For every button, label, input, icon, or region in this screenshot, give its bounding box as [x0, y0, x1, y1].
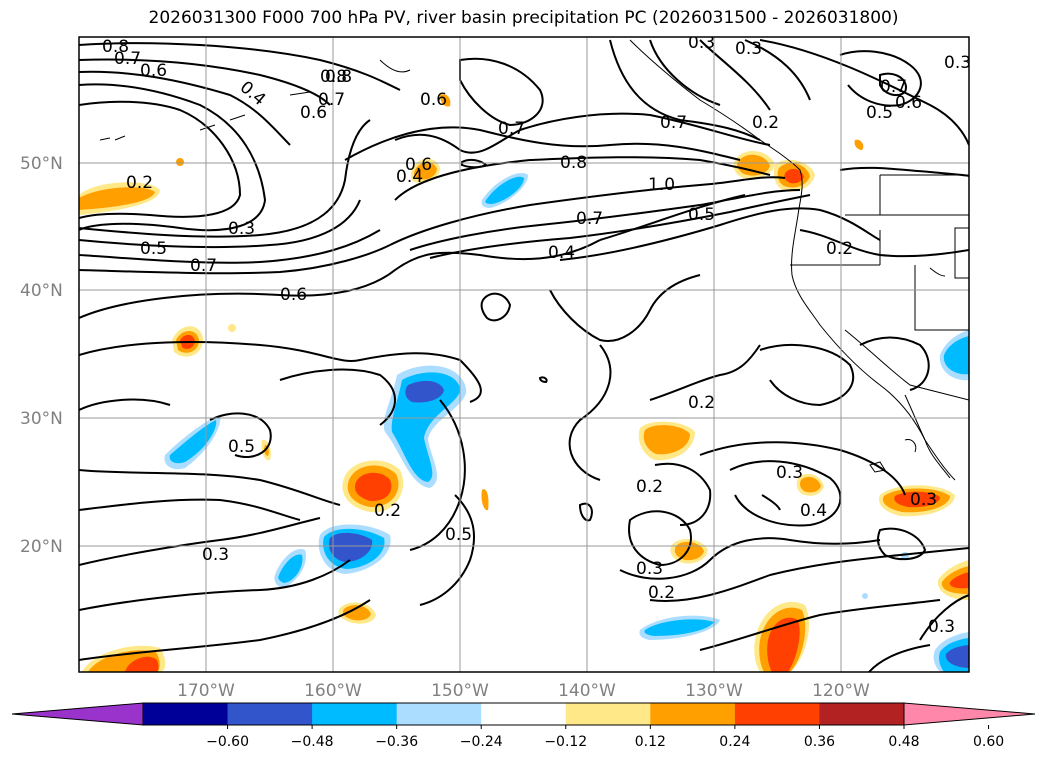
contour-label: 0.2 — [126, 173, 153, 193]
latitude-labels: 50°N 40°N 30°N 20°N — [20, 154, 63, 557]
lat-label: 50°N — [20, 154, 63, 174]
contour-label: 0.2 — [826, 239, 853, 259]
colorbar-tick-label: −0.36 — [375, 734, 418, 750]
contour-label: 0.8 — [325, 67, 352, 87]
contour-label: 0.7 — [318, 90, 345, 110]
contour-label: 0.3 — [202, 545, 229, 565]
longitude-labels: 170°W 160°W 150°W 140°W 130°W 120°W — [177, 681, 870, 701]
lon-label: 170°W — [177, 681, 235, 701]
colorbar-tick-label: −0.24 — [460, 734, 503, 750]
lon-label: 140°W — [558, 681, 616, 701]
lon-label: 130°W — [685, 681, 743, 701]
contour-label: 0.2 — [752, 113, 779, 133]
contour-label: 0.3 — [944, 53, 971, 73]
contour-label: 0.6 — [140, 61, 167, 81]
colorbar-swatch — [734, 703, 820, 725]
precip-shading — [79, 94, 969, 672]
colorbar-swatch — [565, 703, 651, 725]
contour-label: 0.5 — [688, 205, 715, 225]
gridlines — [79, 37, 969, 672]
colorbar-tick-label: −0.12 — [544, 734, 587, 750]
lat-label: 40°N — [20, 281, 63, 301]
colorbar-extend-low — [11, 702, 144, 726]
contour-label: 0.3 — [688, 33, 715, 53]
contour-label: 0.6 — [280, 285, 307, 305]
contour-label: 0.6 — [300, 103, 327, 123]
contour-label: 0.7 — [880, 77, 907, 97]
contour-label: 0.3 — [636, 559, 663, 579]
colorbar-tick-label: −0.48 — [291, 734, 334, 750]
pv-contours — [79, 39, 969, 672]
contour-label: 0.3 — [928, 617, 955, 637]
colorbar-tick-label: −0.60 — [206, 734, 249, 750]
contour-label: 0.7 — [576, 209, 603, 229]
colorbar-swatch — [143, 703, 229, 725]
contour-label: 0.3 — [910, 490, 937, 510]
colorbar-tick-label: 0.48 — [888, 734, 919, 750]
contour-label: 0.3 — [735, 39, 762, 59]
contour-label: 0.8 — [320, 67, 347, 87]
contour-label: 0.7 — [114, 49, 141, 69]
lon-label: 150°W — [431, 681, 489, 701]
colorbar-swatch — [819, 703, 905, 725]
colorbar-tick-label: 0.24 — [719, 734, 750, 750]
contour-label: 0.5 — [445, 525, 472, 545]
colorbar-tick-label: 0.36 — [804, 734, 835, 750]
contour-label: 0.3 — [228, 219, 255, 239]
lon-label: 120°W — [812, 681, 870, 701]
contour-label: 0.8 — [102, 37, 129, 57]
contour-label: 0.4 — [396, 167, 423, 187]
contour-label: 0.2 — [688, 393, 715, 413]
colorbar-swatch — [650, 703, 736, 725]
contour-label: 1.0 — [648, 175, 675, 195]
contour-label: 0.2 — [648, 583, 675, 603]
contour-label: 0.8 — [560, 153, 587, 173]
colorbar-tick-label: 0.12 — [635, 734, 666, 750]
contour-label: 0.6 — [895, 93, 922, 113]
contour-label: 0.2 — [636, 477, 663, 497]
contour-label: 0.3 — [776, 463, 803, 483]
map-title: 2026031300 F000 700 hPa PV, river basin … — [148, 8, 899, 28]
coastlines — [99, 39, 969, 481]
contour-label: 0.5 — [228, 437, 255, 457]
map-frame — [78, 36, 970, 673]
colorbar-tick-label: 0.60 — [973, 734, 1004, 750]
contour-label: 0.7 — [660, 113, 687, 133]
lat-label: 30°N — [20, 409, 63, 429]
colorbar-swatch — [312, 703, 398, 725]
contour-label: 0.4 — [548, 243, 575, 263]
contour-label: 0.6 — [420, 90, 447, 110]
colorbar-outline — [142, 702, 905, 726]
colorbar-swatch — [396, 703, 482, 725]
colorbar-extend-high — [903, 702, 1036, 726]
colorbar-swatch — [481, 703, 567, 725]
contour-label: 0.7 — [498, 119, 525, 139]
map-area — [79, 37, 969, 672]
contour-label: 0.5 — [866, 103, 893, 123]
lat-label: 20°N — [20, 537, 63, 557]
contour-labels: 0.8 0.7 0.6 0.4 0.8 0.7 0.6 0.6 0.2 0.5 … — [102, 33, 971, 637]
colorbar: −0.60 −0.48 −0.36 −0.24 −0.12 0.12 0.24 0.36 0.4… — [11, 702, 1036, 750]
lon-label: 160°W — [304, 681, 362, 701]
contour-label: 0.5 — [140, 239, 167, 259]
contour-label: 0.4 — [800, 501, 827, 521]
contour-label: 0.6 — [405, 155, 432, 175]
contour-label: 0.2 — [374, 501, 401, 521]
colorbar-swatch — [227, 703, 313, 725]
contour-label: 0.7 — [190, 256, 217, 276]
